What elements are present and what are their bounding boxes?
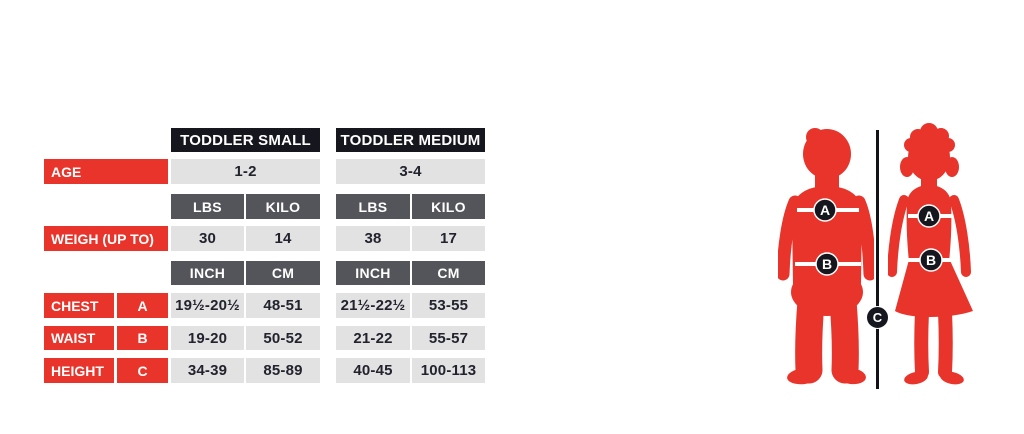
waist-cm-toddler-small: 50-52 xyxy=(246,326,320,350)
boy-silhouette: A B xyxy=(778,128,874,385)
unit-header-cm-medium: CM xyxy=(412,261,485,285)
chest-row-label: CHEST xyxy=(44,293,114,318)
chest-cm-toddler-small: 48-51 xyxy=(246,293,320,318)
unit-header-cm-small: CM xyxy=(246,261,320,285)
chest-inch-toddler-small: 19½-20½ xyxy=(171,293,244,318)
weight-lbs-toddler-small: 30 xyxy=(171,226,244,251)
waist-row-label: WAIST xyxy=(44,326,114,350)
weight-kilo-toddler-small: 14 xyxy=(246,226,320,251)
size-chart-table: TODDLER SMALL TODDLER MEDIUM AGE 1-2 3-4… xyxy=(44,128,485,383)
weight-kilo-toddler-medium: 17 xyxy=(412,226,485,251)
weight-row-label: WEIGH (UP TO) xyxy=(44,226,168,251)
waist-marker-cell: B xyxy=(117,326,168,350)
girl-chest-marker-badge: A xyxy=(917,204,941,228)
chest-cm-toddler-medium: 53-55 xyxy=(412,293,485,318)
age-row-label: AGE xyxy=(44,159,168,184)
boy-waist-marker-letter: B xyxy=(822,256,832,272)
girl-waist-marker-badge: B xyxy=(919,248,943,272)
girl-waist-marker-letter: B xyxy=(926,252,936,268)
height-cm-toddler-small: 85-89 xyxy=(246,358,320,383)
height-row-label: HEIGHT xyxy=(44,358,114,383)
unit-header-kilo-medium: KILO xyxy=(412,194,485,219)
age-value-toddler-medium: 3-4 xyxy=(336,159,485,184)
boy-chest-marker-letter: A xyxy=(820,202,830,218)
unit-header-inch-small: INCH xyxy=(171,261,244,285)
weight-lbs-toddler-medium: 38 xyxy=(336,226,410,251)
height-inch-toddler-medium: 40-45 xyxy=(336,358,410,383)
column-header-toddler-medium: TODDLER MEDIUM xyxy=(336,128,485,152)
height-cm-toddler-medium: 100-113 xyxy=(412,358,485,383)
chest-inch-toddler-medium: 21½-22½ xyxy=(336,293,410,318)
unit-header-lbs-medium: LBS xyxy=(336,194,410,219)
height-marker-cell: C xyxy=(117,358,168,383)
boy-waist-marker-badge: B xyxy=(815,252,839,276)
height-marker-badge: C xyxy=(866,306,889,329)
unit-header-lbs-small: LBS xyxy=(171,194,244,219)
column-header-toddler-small: TODDLER SMALL xyxy=(171,128,320,152)
height-marker-letter: C xyxy=(872,310,883,325)
girl-chest-marker-letter: A xyxy=(924,208,934,224)
girl-silhouette: A B xyxy=(888,123,973,385)
height-inch-toddler-small: 34-39 xyxy=(171,358,244,383)
boy-chest-marker-badge: A xyxy=(813,198,837,222)
waist-cm-toddler-medium: 55-57 xyxy=(412,326,485,350)
waist-inch-toddler-small: 19-20 xyxy=(171,326,244,350)
chest-marker-cell: A xyxy=(117,293,168,318)
waist-inch-toddler-medium: 21-22 xyxy=(336,326,410,350)
height-measure-line xyxy=(876,130,879,389)
age-value-toddler-small: 1-2 xyxy=(171,159,320,184)
unit-header-inch-medium: INCH xyxy=(336,261,410,285)
unit-header-kilo-small: KILO xyxy=(246,194,320,219)
